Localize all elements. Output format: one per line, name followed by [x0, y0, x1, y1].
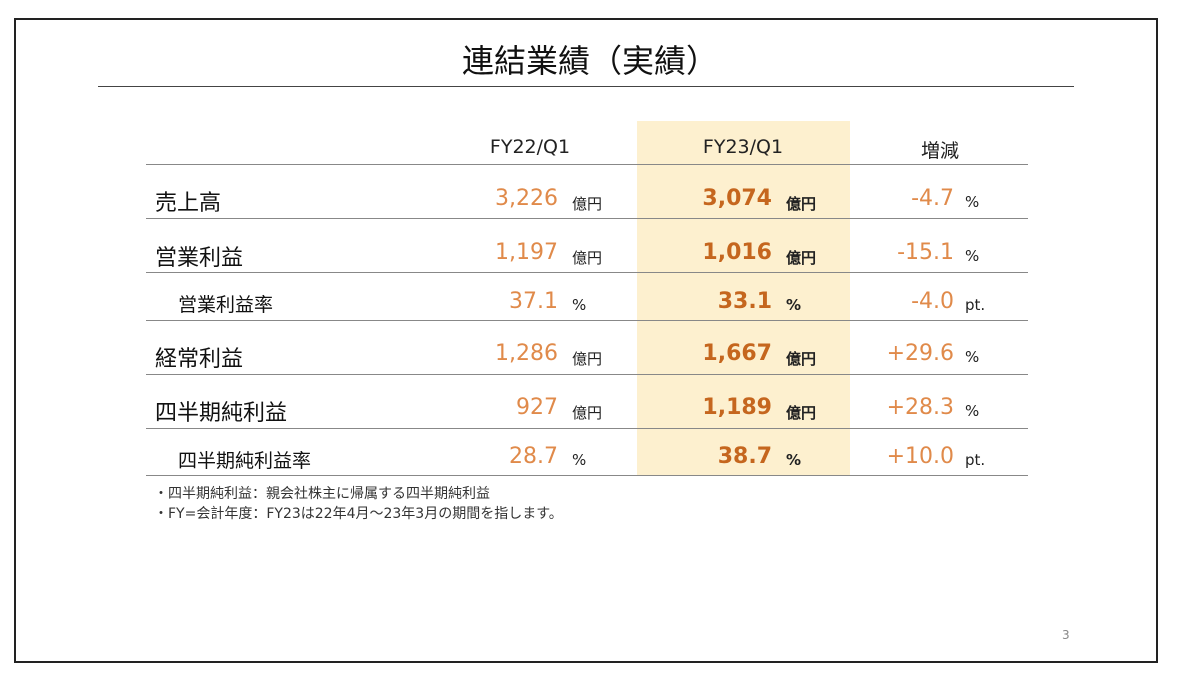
curr-unit: % — [786, 296, 802, 314]
curr-value: 3,074 — [702, 186, 772, 211]
table-rule — [146, 164, 1028, 165]
row-label-sub: 四半期純利益率 — [178, 450, 312, 472]
table-rule — [146, 428, 1028, 429]
change-value: -4.0 — [911, 289, 954, 314]
curr-unit: 億円 — [786, 195, 817, 213]
change-unit: pt. — [965, 296, 986, 314]
column-header-curr: FY23/Q1 — [702, 136, 784, 158]
change-unit: pt. — [965, 451, 986, 469]
curr-unit: 億円 — [786, 350, 817, 368]
prev-unit: 億円 — [572, 404, 603, 422]
row-label-sub: 営業利益率 — [178, 294, 274, 316]
row-label: 四半期純利益 — [155, 401, 288, 426]
table-rule — [146, 374, 1028, 375]
title-underline — [98, 86, 1074, 87]
slide-frame — [14, 18, 1158, 663]
footnote: ・四半期純利益：親会社株主に帰属する四半期純利益 — [154, 486, 490, 502]
change-unit: % — [965, 247, 980, 265]
column-header-change: 増減 — [920, 140, 959, 162]
row-label: 売上高 — [155, 191, 222, 216]
table-rule — [146, 218, 1028, 219]
change-value: -15.1 — [897, 240, 954, 265]
prev-value: 927 — [516, 395, 558, 420]
table-rule — [146, 475, 1028, 476]
curr-unit: 億円 — [786, 249, 817, 267]
prev-unit: 億円 — [572, 249, 603, 267]
change-value: +10.0 — [886, 444, 954, 469]
column-header-prev: FY22/Q1 — [489, 136, 571, 158]
prev-unit: 億円 — [572, 350, 603, 368]
change-value: +28.3 — [886, 395, 954, 420]
curr-value: 1,189 — [702, 395, 772, 420]
curr-unit: 億円 — [786, 404, 817, 422]
prev-value: 1,197 — [495, 240, 558, 265]
prev-value: 1,286 — [495, 341, 558, 366]
curr-unit: % — [786, 451, 802, 469]
footnote: ・FY=会計年度：FY23は22年4月～23年3月の期間を指します。 — [154, 506, 563, 522]
curr-value: 1,667 — [702, 341, 772, 366]
change-unit: % — [965, 402, 980, 420]
change-value: -4.7 — [911, 186, 954, 211]
change-unit: % — [965, 193, 980, 211]
curr-value: 1,016 — [702, 240, 772, 265]
current-period-highlight — [637, 121, 850, 476]
change-value: +29.6 — [886, 341, 954, 366]
page-number: 3 — [1062, 628, 1070, 642]
curr-value: 33.1 — [717, 289, 772, 314]
prev-unit: % — [572, 296, 587, 314]
row-label: 経常利益 — [155, 347, 244, 372]
row-label: 営業利益 — [155, 246, 244, 271]
change-unit: % — [965, 348, 980, 366]
table-rule — [146, 320, 1028, 321]
table-rule — [146, 272, 1028, 273]
prev-unit: % — [572, 451, 587, 469]
prev-value: 28.7 — [509, 444, 558, 469]
prev-value: 37.1 — [509, 289, 558, 314]
slide-title: 連結業績（実績） — [461, 42, 718, 80]
prev-value: 3,226 — [495, 186, 558, 211]
prev-unit: 億円 — [572, 195, 603, 213]
curr-value: 38.7 — [717, 444, 772, 469]
